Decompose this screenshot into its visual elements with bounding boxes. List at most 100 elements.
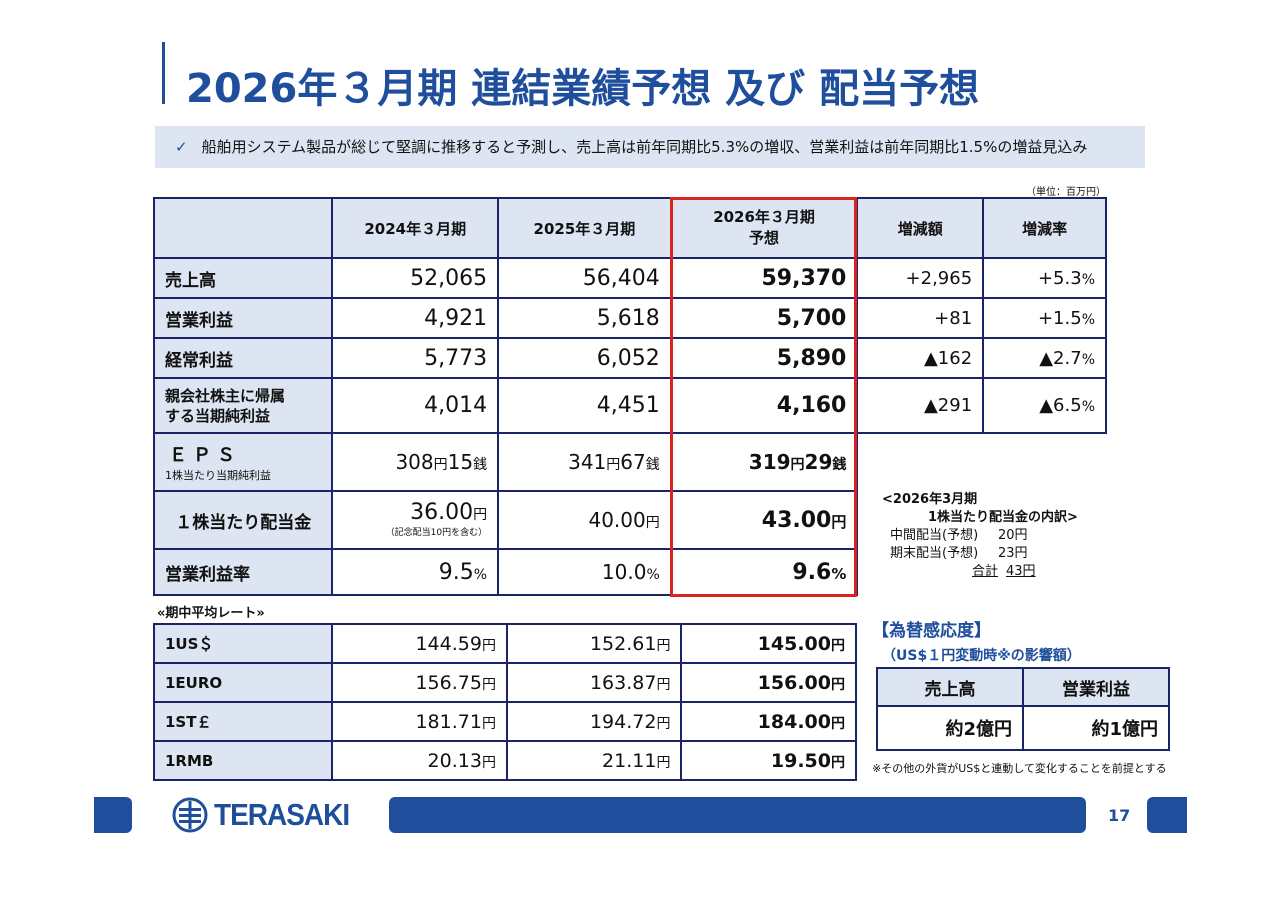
rate-rmb-2026-unit: 円 [831,754,845,771]
unit-note: （単位：百万円） [1026,187,1106,198]
sales-rate-pct: % [1081,271,1095,288]
fx-sensitivity-table: 売上高 営業利益 約2億円 約1億円 [876,667,1170,751]
margin-2025-pct: % [646,567,660,583]
eps-2025-sen-unit: 銭 [645,457,660,473]
row-ordinary-profit: 経常利益 5,773 6,052 5,890 ▲162 ▲2.7% [152,337,1107,379]
dps-2024-note: （記念配当10円を含む） [385,528,488,538]
fx-value-op: 約1億円 [1022,705,1170,751]
eps-2026-sen-unit: 銭 [832,457,847,473]
rate-gbp-2025: 194.72円 [505,701,683,742]
breakdown-final: 期末配当(予想) 23円 [882,545,1078,563]
row-dividend: １株当たり配当金 36.00円 （記念配当10円を含む） 40.00円 43.0… [152,490,1106,550]
rate-usd-2026-value: 145.00 [757,632,831,655]
row-net-income: 親会社株主に帰属 する当期純利益 4,014 4,451 4,160 ▲291 … [152,377,1107,434]
check-icon: ✓ [175,138,188,156]
rate-rmb-2025-unit: 円 [656,754,671,771]
header-fy2026: 2026年３月期 予想 [669,197,859,259]
rate-label-usd: 1US＄ [152,623,334,664]
header-change: 増減額 [856,197,985,259]
ord-rate: ▲2.7% [982,337,1107,379]
rate-gbp-2026-value: 184.00 [757,710,831,733]
fx-note: ※その他の外貨がUS$と連動して変化することを前提とする [872,762,1167,775]
summary-text: 船舶用システム製品が総じて堅調に推移すると予測し、売上高は前年同期比5.3%の増… [201,138,1088,156]
rate-euro-2025: 163.87円 [505,662,683,703]
eps-2026-sen: 29 [804,450,833,474]
net-change: ▲291 [856,377,985,434]
net-2024: 4,014 [331,377,500,434]
ord-2025: 6,052 [497,337,672,379]
margin-2024: 9.5% [331,548,500,596]
breakdown-heading-1: <2026年3月期 [882,492,978,507]
table-header-row: 2024年３月期 2025年３月期 2026年３月期 予想 増減額 増減率 [152,197,1107,259]
breakdown-heading-2: 1株当たり配当金の内訳> [928,510,1078,525]
label-dividend: １株当たり配当金 [152,490,334,550]
eps-2024: 308円15銭 [331,432,500,492]
breakdown-total-label: 合計 [971,564,998,579]
dividend-breakdown: <2026年3月期 1株当たり配当金の内訳> 中間配当(予想) 20円 期末配当… [882,491,1078,581]
dps-2026-value: 43.00 [761,507,832,533]
label-eps-sub: 1株当たり当期純利益 [165,469,271,482]
rate-row-gbp: 1ST￡ 181.71円 194.72円 184.00円 [152,701,857,742]
rate-gbp-2025-unit: 円 [656,715,671,732]
rate-usd-2026: 145.00円 [680,623,857,664]
net-rate: ▲6.5% [982,377,1107,434]
header-fy2025: 2025年３月期 [497,197,672,259]
label-margin: 営業利益率 [152,548,334,596]
rate-rmb-2026-value: 19.50 [770,749,831,772]
label-net-income: 親会社株主に帰属 する当期純利益 [152,377,334,434]
sales-change: +2,965 [856,257,985,299]
op-change: +81 [856,297,985,339]
op-2025: 5,618 [497,297,672,339]
fx-sensitivity-subtitle: （US$１円変動時※の影響額） [882,648,1081,664]
rate-euro-2024: 156.75円 [331,662,508,703]
company-name: TERASAKI [214,797,350,832]
fx-sensitivity-title: 【為替感応度】 [872,621,991,641]
eps-2026: 319円29銭 [669,432,859,492]
margin-2024-value: 9.5 [438,559,474,585]
breakdown-interim-label: 中間配当(予想) [890,528,979,543]
label-ordinary-profit: 経常利益 [152,337,334,379]
label-eps: ＥＰＳ 1株当たり当期純利益 [152,432,334,492]
page-title: 2026年３月期 連結業績予想 及び 配当予想 [186,66,980,112]
page-number: 17 [1108,806,1131,825]
label-sales: 売上高 [152,257,334,299]
header-fy2026-line1: 2026年３月期 [713,208,815,226]
eps-2024-yen: 308 [395,450,434,474]
margin-2026-pct: % [831,564,847,583]
eps-2024-sen: 15 [447,450,474,474]
rate-euro-2026-unit: 円 [831,676,845,693]
rate-rmb-2024: 20.13円 [331,740,508,781]
eps-2025-yen: 341 [568,450,607,474]
ord-rate-pct: % [1081,351,1095,368]
rate-rmb-2025-value: 21.11 [602,749,657,772]
margin-2025: 10.0% [497,548,672,596]
op-2024: 4,921 [331,297,500,339]
margin-2026: 9.6% [669,548,859,596]
header-fy2026-line2: 予想 [749,229,780,247]
breakdown-final-label: 期末配当(予想) [890,546,979,561]
label-eps-main: ＥＰＳ [169,445,241,466]
header-blank [152,197,334,259]
label-net-income-line2: する当期純利益 [165,406,271,425]
footer-bar-left [94,797,132,833]
fx-value-row: 約2億円 約1億円 [876,705,1170,751]
rate-gbp-2026: 184.00円 [680,701,857,742]
fx-value-sales: 約2億円 [876,705,1024,751]
eps-2025: 341円67銭 [497,432,672,492]
rate-euro-2024-unit: 円 [481,676,496,693]
rate-usd-2024: 144.59円 [331,623,508,664]
breakdown-interim-value: 20円 [998,528,1028,543]
margin-2025-value: 10.0 [601,560,647,584]
sales-2025: 56,404 [497,257,672,299]
eps-2025-sen: 67 [620,450,646,474]
eps-2026-yen: 319 [748,450,791,474]
footer-bar-middle [389,797,1086,833]
sales-rate: +5.3% [982,257,1107,299]
net-rate-pct: % [1081,399,1095,415]
row-sales: 売上高 52,065 56,404 59,370 +2,965 +5.3% [152,257,1107,299]
breakdown-interim: 中間配当(予想) 20円 [882,527,1078,545]
header-fy2024: 2024年３月期 [331,197,500,259]
dps-2026-unit: 円 [831,512,847,531]
net-2025: 4,451 [497,377,672,434]
rate-usd-2025-unit: 円 [656,637,671,654]
